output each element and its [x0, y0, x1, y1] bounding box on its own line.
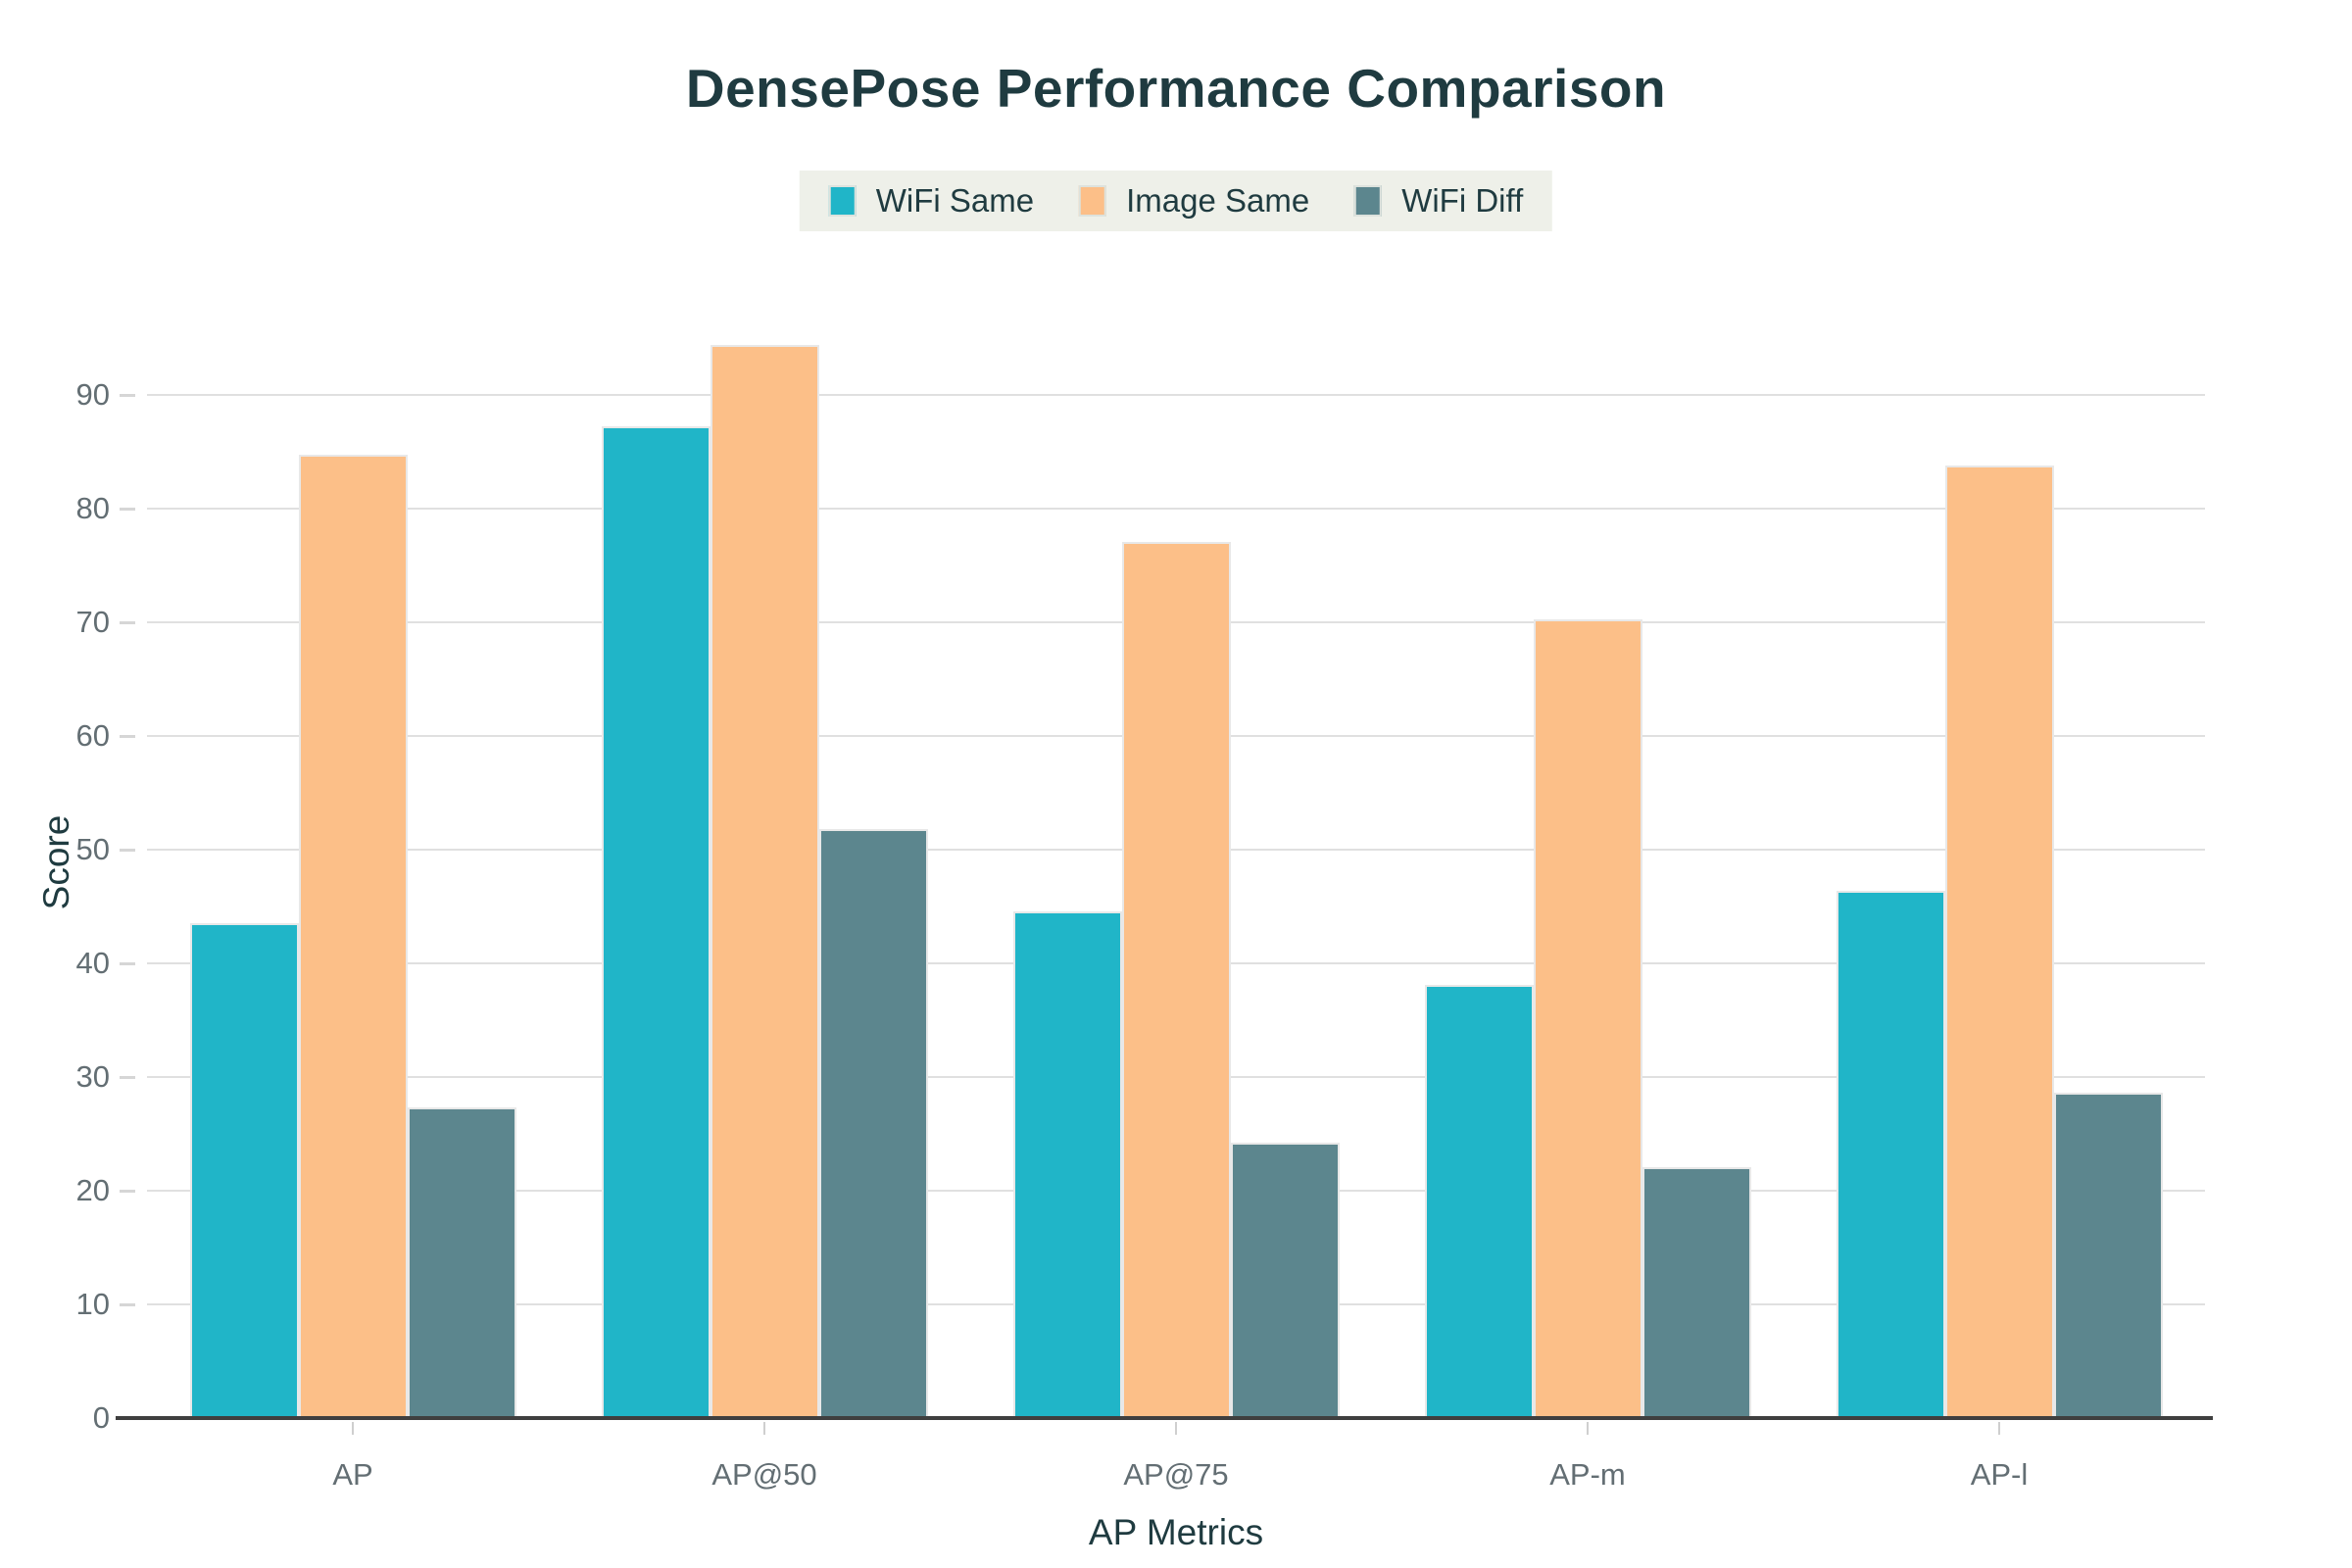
y-tick-label-60: 60: [75, 718, 110, 753]
bar-wifi-diff-ap-50: [818, 829, 928, 1418]
y-tick-mark-40: [120, 962, 135, 965]
x-tick-label-ap: AP: [332, 1457, 373, 1492]
legend-swatch-image-same: [1079, 185, 1107, 217]
y-tick-mark-80: [120, 508, 135, 511]
legend-label: WiFi Same: [875, 182, 1035, 219]
y-tick-mark-20: [120, 1190, 135, 1193]
bar-wifi-same-ap: [189, 923, 299, 1418]
legend: WiFi Same Image Same WiFi Diff: [799, 171, 1553, 231]
y-tick-mark-30: [120, 1076, 135, 1079]
x-tick-label-ap-m: AP-m: [1549, 1457, 1626, 1492]
bar-wifi-diff-ap-l: [2053, 1093, 2163, 1418]
legend-label: WiFi Diff: [1401, 182, 1524, 219]
legend-item-wifi-same[interactable]: WiFi Same: [828, 182, 1035, 220]
x-tick-label-ap-l: AP-l: [1970, 1457, 2029, 1492]
y-tick-label-70: 70: [75, 605, 110, 639]
y-tick-label-50: 50: [75, 832, 110, 866]
legend-item-image-same[interactable]: Image Same: [1079, 182, 1309, 220]
x-tick-mark-ap: [352, 1422, 354, 1435]
chart-title: DensePose Performance Comparison: [685, 58, 1667, 119]
y-tick-label-10: 10: [75, 1287, 110, 1321]
gridline-80: [147, 508, 2205, 510]
y-tick-mark-50: [120, 849, 135, 852]
gridline-90: [147, 394, 2205, 396]
y-tick-mark-10: [120, 1303, 135, 1306]
y-tick-label-90: 90: [75, 377, 110, 412]
bar-image-same-ap: [298, 455, 408, 1418]
bar-image-same-ap-50: [710, 344, 819, 1418]
legend-item-wifi-diff[interactable]: WiFi Diff: [1354, 182, 1523, 220]
x-tick-mark-ap-50: [763, 1422, 765, 1435]
x-tick-mark-ap-m: [1587, 1422, 1589, 1435]
bar-wifi-diff-ap-75: [1230, 1143, 1340, 1418]
y-tick-mark-60: [120, 735, 135, 738]
x-tick-mark-ap-75: [1175, 1422, 1177, 1435]
y-tick-label-0: 0: [92, 1400, 110, 1435]
y-tick-mark-90: [120, 394, 135, 397]
legend-label: Image Same: [1126, 182, 1310, 219]
bar-wifi-diff-ap-m: [1642, 1166, 1751, 1418]
y-tick-label-20: 20: [75, 1173, 110, 1207]
bar-wifi-same-ap-m: [1424, 985, 1534, 1418]
x-axis-line: [116, 1416, 2213, 1420]
y-tick-mark-70: [120, 621, 135, 624]
bar-image-same-ap-l: [1944, 465, 2054, 1418]
bar-image-same-ap-m: [1533, 618, 1642, 1418]
y-tick-label-80: 80: [75, 491, 110, 525]
bar-wifi-same-ap-50: [601, 426, 710, 1418]
plot-area: [147, 281, 2205, 1418]
x-tick-label-ap-75: AP@75: [1123, 1457, 1229, 1492]
bar-wifi-same-ap-l: [1836, 890, 1945, 1418]
legend-swatch-wifi-same: [828, 185, 857, 217]
bar-wifi-diff-ap: [407, 1107, 516, 1418]
legend-swatch-wifi-diff: [1354, 185, 1383, 217]
bar-image-same-ap-75: [1121, 541, 1231, 1418]
y-tick-label-40: 40: [75, 946, 110, 980]
y-tick-label-30: 30: [75, 1059, 110, 1094]
x-axis-title: AP Metrics: [1088, 1512, 1264, 1552]
bar-wifi-same-ap-75: [1012, 910, 1122, 1418]
x-tick-mark-ap-l: [1998, 1422, 2000, 1435]
x-tick-label-ap-50: AP@50: [711, 1457, 817, 1492]
